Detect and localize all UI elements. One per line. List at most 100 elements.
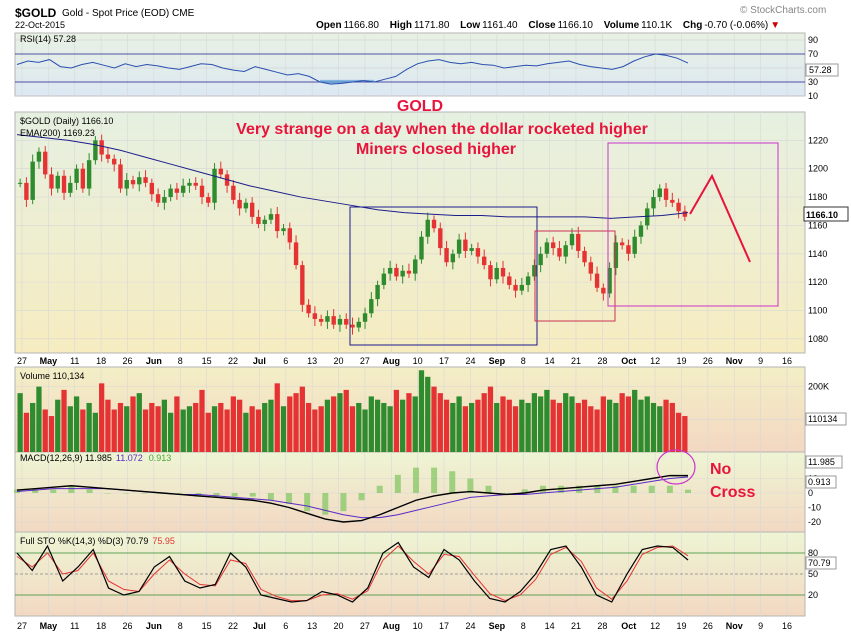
x-tick-label: 27 bbox=[360, 356, 370, 366]
volume-bar bbox=[324, 399, 331, 452]
open-value: 1166.80 bbox=[343, 20, 379, 31]
price-candle bbox=[619, 242, 625, 246]
price-candle bbox=[582, 250, 587, 263]
volume-bar bbox=[450, 402, 456, 452]
price-candle bbox=[444, 248, 449, 263]
volume-bar bbox=[650, 402, 657, 452]
volume-bar bbox=[675, 412, 682, 452]
x-tick-label: Aug bbox=[383, 356, 401, 366]
x-tick-label: 27 bbox=[17, 356, 27, 366]
price-candle bbox=[670, 199, 675, 203]
price-layer: 1220 1200 1180 1160 1140 1120 1100 1080 bbox=[15, 134, 828, 346]
rsi-oversold-fill bbox=[320, 79, 375, 85]
volume-bar bbox=[268, 399, 274, 452]
volume-bar bbox=[218, 402, 224, 452]
price-candle bbox=[86, 160, 92, 189]
volume-bar bbox=[17, 393, 23, 452]
price-candle bbox=[99, 140, 104, 155]
chart-date: 22-Oct-2015 bbox=[15, 20, 66, 30]
sto-tick-label: 50 bbox=[808, 569, 818, 579]
axis-layer: 27 27 May May 11 11 18 18 26 26 Jun Jun 8 8 15 15 22 22 Ju… bbox=[17, 356, 792, 631]
x-tick-label: Nov bbox=[726, 356, 743, 366]
price-candle bbox=[494, 267, 499, 280]
volume-bar bbox=[249, 406, 255, 452]
volume-bar bbox=[575, 402, 581, 452]
volume-bar bbox=[299, 386, 305, 452]
brand-label: © StockCharts.com bbox=[740, 5, 827, 16]
x-tick-label: 27 bbox=[17, 621, 27, 631]
price-candle bbox=[469, 248, 474, 251]
volume-bar bbox=[506, 399, 512, 452]
volume-last-tag: 110134 bbox=[805, 412, 847, 426]
price-candle bbox=[168, 188, 173, 198]
volume-bar bbox=[124, 406, 130, 452]
volume-bar bbox=[456, 396, 462, 452]
price-tick-label: 1180 bbox=[808, 192, 827, 202]
price-candle bbox=[406, 270, 412, 274]
volume-bar bbox=[400, 399, 406, 452]
chg-label: Chg bbox=[682, 20, 703, 31]
volume-bar bbox=[48, 416, 55, 452]
x-tick-label: 12 bbox=[650, 356, 660, 366]
price-candle bbox=[456, 239, 462, 254]
price-last-value: 1166.10 bbox=[806, 210, 838, 220]
price-candle bbox=[375, 284, 380, 300]
price-candle bbox=[481, 256, 487, 266]
macd-histogram-bar bbox=[666, 485, 673, 493]
price-candle bbox=[601, 287, 606, 294]
macd-last-tag: 11.985 bbox=[805, 455, 843, 469]
macd-histogram-bar bbox=[612, 485, 619, 493]
x-tick-label: 11 bbox=[70, 356, 79, 366]
sto-tick-label: 80 bbox=[808, 548, 818, 558]
macd-histogram-bar bbox=[358, 493, 365, 501]
volume-bar bbox=[305, 402, 312, 452]
x-tick-label: 22 bbox=[228, 356, 238, 366]
x-tick-label: 17 bbox=[439, 356, 449, 366]
volume-bar bbox=[130, 396, 136, 452]
price-tick-label: 1140 bbox=[808, 249, 827, 259]
price-candle bbox=[43, 151, 48, 175]
macd-histogram-bar bbox=[104, 493, 111, 494]
price-candle bbox=[413, 259, 418, 274]
price-candle bbox=[243, 202, 249, 209]
volume-bar bbox=[105, 399, 111, 452]
volume-bar bbox=[537, 396, 544, 452]
x-tick-label: 10 bbox=[413, 356, 423, 366]
macd-histogram-bar bbox=[32, 489, 39, 493]
price-candle bbox=[607, 267, 612, 294]
volume-bar bbox=[418, 370, 425, 452]
volume-bar bbox=[61, 389, 67, 452]
volume-bar bbox=[588, 406, 594, 452]
volume-bar bbox=[657, 406, 663, 452]
price-candle bbox=[36, 151, 42, 162]
price-candle bbox=[143, 177, 148, 183]
annotation-line1: Very strange on a day when the dollar ro… bbox=[236, 121, 648, 138]
price-tick-label: 1220 bbox=[808, 135, 828, 145]
volume-bar bbox=[168, 412, 174, 452]
macd-last-value: 11.985 bbox=[808, 457, 835, 467]
rsi-last-value: 57.28 bbox=[809, 65, 832, 75]
macd-histogram-bar bbox=[376, 485, 383, 493]
price-candle bbox=[262, 219, 267, 224]
volume-bar bbox=[550, 399, 556, 452]
price-candle bbox=[525, 276, 531, 285]
close-value: 1166.10 bbox=[557, 20, 593, 31]
volume-bar bbox=[99, 383, 105, 452]
price-candle bbox=[557, 248, 562, 257]
volume-bar bbox=[625, 396, 632, 452]
macd-histogram-bar bbox=[394, 474, 401, 493]
x-tick-label: Aug bbox=[383, 621, 401, 631]
volume-bar bbox=[556, 402, 563, 452]
price-candle bbox=[337, 318, 343, 325]
price-candle bbox=[300, 265, 305, 305]
x-tick-label: 8 bbox=[178, 356, 183, 366]
macd-histogram-bar bbox=[467, 478, 474, 493]
x-tick-label: 26 bbox=[703, 621, 713, 631]
x-tick-label: 15 bbox=[202, 621, 212, 631]
macd-histogram-bar bbox=[558, 485, 565, 493]
price-candle bbox=[632, 236, 637, 254]
x-tick-label: 9 bbox=[758, 356, 763, 366]
volume-bar bbox=[86, 402, 92, 452]
price-candle bbox=[24, 182, 29, 200]
x-tick-label: May bbox=[40, 621, 58, 631]
